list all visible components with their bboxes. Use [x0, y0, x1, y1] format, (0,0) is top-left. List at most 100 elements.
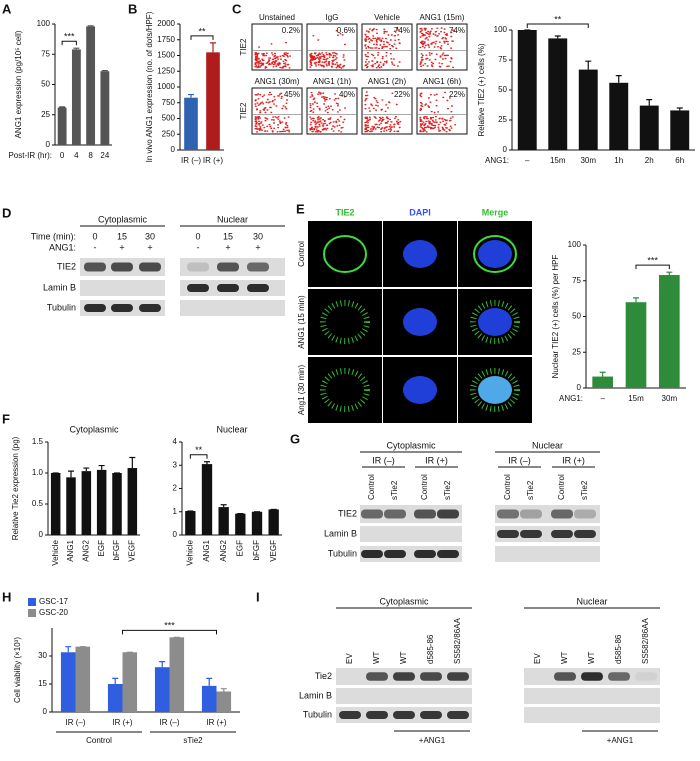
lane-label: Control	[420, 474, 429, 500]
y-tick-label: 4	[173, 437, 178, 446]
time-value: 15	[117, 231, 127, 241]
blot-band	[414, 509, 436, 519]
x-tick-label: EGF	[235, 540, 244, 557]
significance-label: ***	[64, 32, 75, 42]
flow-plot-label: ANG1 (30m)	[255, 77, 300, 86]
blot-band	[393, 672, 415, 681]
blot-header: IR (+)	[425, 455, 448, 465]
error-bar	[666, 271, 673, 276]
treatment-value: +	[119, 242, 124, 252]
panel-label: H	[2, 589, 11, 604]
blot-band	[384, 509, 406, 519]
blot-band	[187, 284, 209, 292]
lane-label: WT	[560, 651, 569, 664]
error-bar	[585, 60, 592, 70]
blot-header: IR (–)	[508, 455, 531, 465]
bar	[122, 652, 138, 712]
treatment-value: -	[197, 242, 200, 252]
flow-dots	[309, 30, 346, 69]
y-tick-label: 0	[503, 145, 508, 154]
panel-label: C	[232, 1, 242, 16]
lane-label: WT	[372, 651, 381, 664]
blot-row-label: TIE2	[338, 508, 357, 518]
blot-strip	[360, 546, 462, 562]
blot-row-label: Lamin B	[324, 528, 357, 538]
treatment-label: +ANG1	[419, 736, 446, 745]
blot-band	[217, 262, 239, 272]
blot-header: IR (–)	[372, 455, 395, 465]
bar	[50, 473, 61, 535]
blot-header: Nuclear	[532, 440, 563, 450]
error-bar	[83, 467, 90, 472]
blot-band	[366, 672, 388, 681]
lane-label: WT	[399, 651, 408, 664]
nucleus	[403, 376, 437, 404]
micrograph	[308, 221, 382, 287]
lane-label: Control	[503, 474, 512, 500]
bar	[184, 97, 198, 150]
panel-label: B	[128, 1, 137, 16]
flow-plot	[416, 87, 468, 135]
micrograph	[308, 289, 382, 355]
error-bar	[633, 297, 639, 303]
lane-label: d585-86	[426, 634, 435, 664]
significance-bracket	[635, 264, 670, 270]
bar	[100, 71, 110, 145]
blot-header: Cytoplasmic	[386, 440, 436, 450]
error-bar	[68, 470, 74, 478]
error-bar	[676, 107, 683, 111]
bar	[639, 105, 659, 150]
blot-band	[447, 672, 469, 681]
treatment-value: +	[147, 242, 152, 252]
error-bar	[101, 69, 108, 72]
blot-band	[447, 711, 469, 719]
blot-strip	[180, 300, 285, 316]
bar	[169, 637, 185, 712]
flow-plot-label: ANG1 (1h)	[313, 77, 352, 86]
treatment-value: +	[225, 242, 230, 252]
error-bar	[206, 677, 213, 686]
x-tick-label: ANG2	[219, 539, 228, 561]
legend-swatch	[28, 609, 36, 617]
blot-band	[551, 509, 573, 519]
flow-plot-label: ANG1 (6h)	[423, 77, 462, 86]
y-axis-label: In vivo ANG1 expression (no. of dots/HPF…	[145, 11, 154, 162]
chart-title: Nuclear	[216, 424, 247, 434]
y-tick-label: 15	[38, 679, 47, 688]
y-tick-label: 500	[162, 114, 176, 123]
image-row-label: Ang1 (30 min)	[297, 365, 306, 416]
blot-row-label: Lamin B	[299, 690, 332, 700]
flow-dots	[419, 91, 457, 133]
y-tick-label: 0	[43, 707, 48, 716]
x-tick-label: IR (+)	[112, 718, 133, 727]
y-tick-label: 1500	[157, 51, 175, 60]
lane-label: SS582/86AA	[641, 618, 650, 664]
bar	[659, 275, 680, 388]
blot-band	[581, 672, 603, 681]
blot-band	[551, 530, 573, 538]
flow-percent: 74%	[449, 26, 465, 35]
y-tick-label: 25	[572, 347, 581, 356]
significance-label: **	[554, 14, 562, 24]
bar	[185, 511, 196, 535]
error-bar	[87, 25, 94, 27]
x-tick-label: VEGF	[269, 540, 278, 562]
bar	[127, 468, 138, 535]
blot-band	[420, 672, 442, 681]
flow-dots	[254, 42, 292, 69]
flow-dots	[364, 27, 401, 69]
y-tick-label: 1.5	[32, 437, 44, 446]
blot-band	[84, 262, 106, 272]
blot-strip	[495, 505, 600, 523]
x-axis-label: ANG1:	[485, 156, 509, 165]
error-bar	[159, 661, 166, 668]
error-bar	[204, 461, 210, 465]
y-tick-label: 250	[162, 129, 176, 138]
error-bar	[188, 93, 194, 98]
y-tick-label: 2000	[157, 19, 175, 28]
x-tick-label: ANG1	[66, 539, 75, 561]
y-tick-label: 75	[572, 276, 581, 285]
bar	[206, 52, 220, 150]
y-axis-label: Nuclear TIE2 (+) cells (%) per HPF	[551, 255, 560, 379]
legend-label: GSC-17	[39, 597, 68, 606]
